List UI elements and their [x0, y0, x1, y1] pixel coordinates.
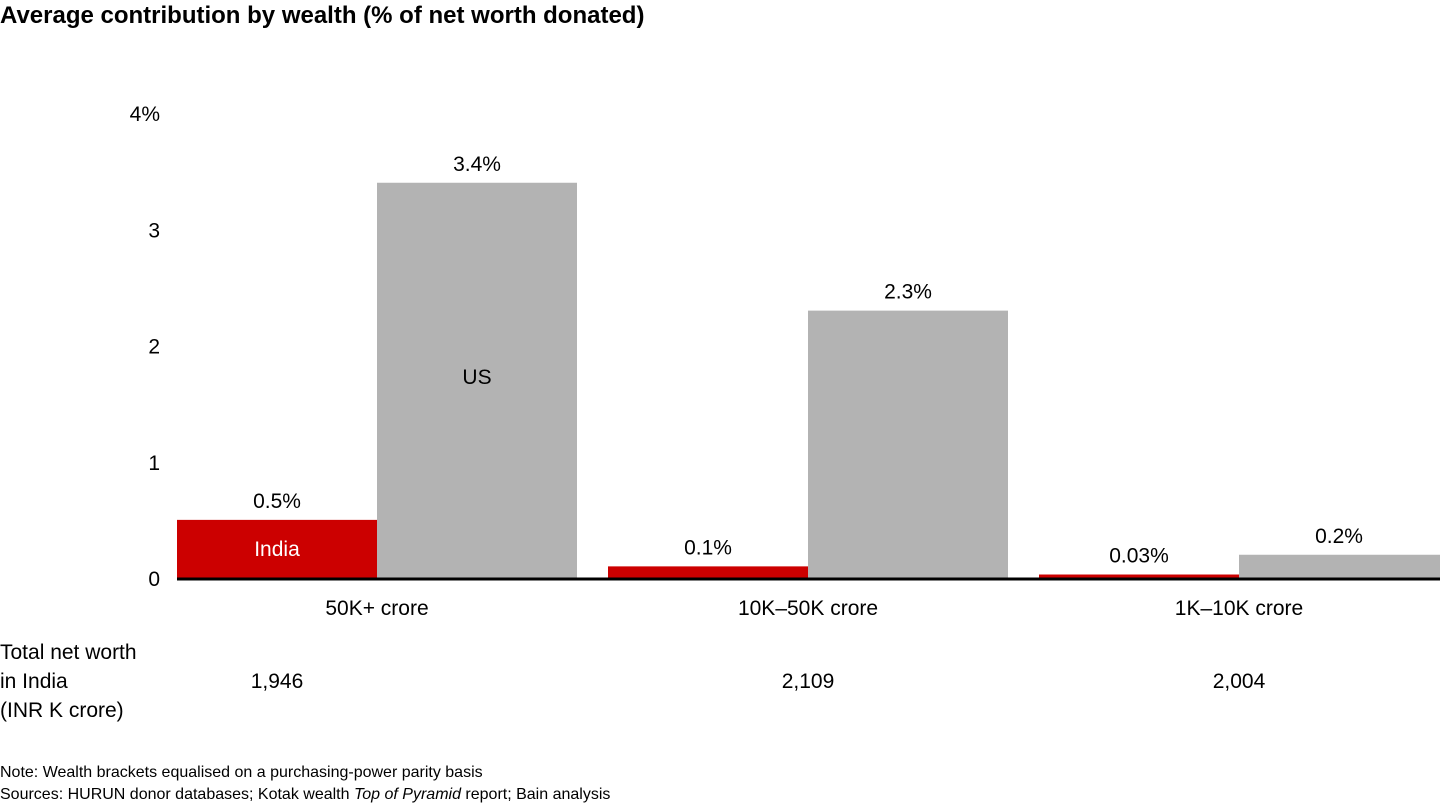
- y-tick-label: 2: [148, 336, 160, 359]
- legend-label-us: US: [462, 366, 491, 389]
- y-tick-label: 1: [148, 452, 160, 475]
- data-label: 2.3%: [884, 281, 932, 304]
- y-tick-label: 3: [148, 219, 160, 242]
- bar-india: [1039, 574, 1239, 578]
- legend-label-india: India: [254, 538, 300, 561]
- data-label: 0.1%: [684, 536, 732, 559]
- y-tick-label: 4%: [130, 103, 160, 126]
- category-label: 1K–10K crore: [1175, 597, 1303, 620]
- bar-chart: 0 1 2 3 4% 0.5% 3.4% 50K+ crore 0.1% 2.3% 10K–50K …: [130, 103, 1440, 620]
- data-label: 0.5%: [253, 490, 301, 513]
- bar-us: [1239, 554, 1440, 578]
- data-label: 3.4%: [453, 153, 501, 176]
- bar-us: [808, 310, 1008, 578]
- net-worth-value: 1,946: [250, 670, 304, 693]
- y-tick-label: 0: [148, 568, 160, 591]
- bar-us: [377, 182, 577, 578]
- net-worth-value: 2,004: [1212, 670, 1266, 693]
- sources-italic: Top of Pyramid: [353, 786, 461, 803]
- data-label: 0.03%: [1109, 545, 1169, 568]
- net-worth-label-line: (INR K crore): [0, 699, 124, 722]
- category-label: 50K+ crore: [325, 597, 428, 620]
- net-worth-label-line: in India: [0, 670, 68, 693]
- note-text: Note: Wealth brackets equalised on a pur…: [0, 764, 483, 781]
- bar-india: [608, 566, 808, 578]
- data-label: 0.2%: [1315, 525, 1363, 548]
- sources-prefix: Sources: HURUN donor databases; Kotak we…: [0, 786, 354, 803]
- bar-india: [177, 519, 377, 578]
- category-label: 10K–50K crore: [738, 597, 878, 620]
- sources-suffix: report; Bain analysis: [460, 786, 611, 803]
- net-worth-label: Total net worth in India (INR K crore): [0, 638, 137, 725]
- net-worth-label-line: Total net worth: [0, 641, 137, 664]
- chart-title: Average contribution by wealth (% of net…: [0, 2, 645, 29]
- sources-text: Sources: HURUN donor databases; Kotak we…: [0, 786, 610, 804]
- net-worth-value: 2,109: [781, 670, 835, 693]
